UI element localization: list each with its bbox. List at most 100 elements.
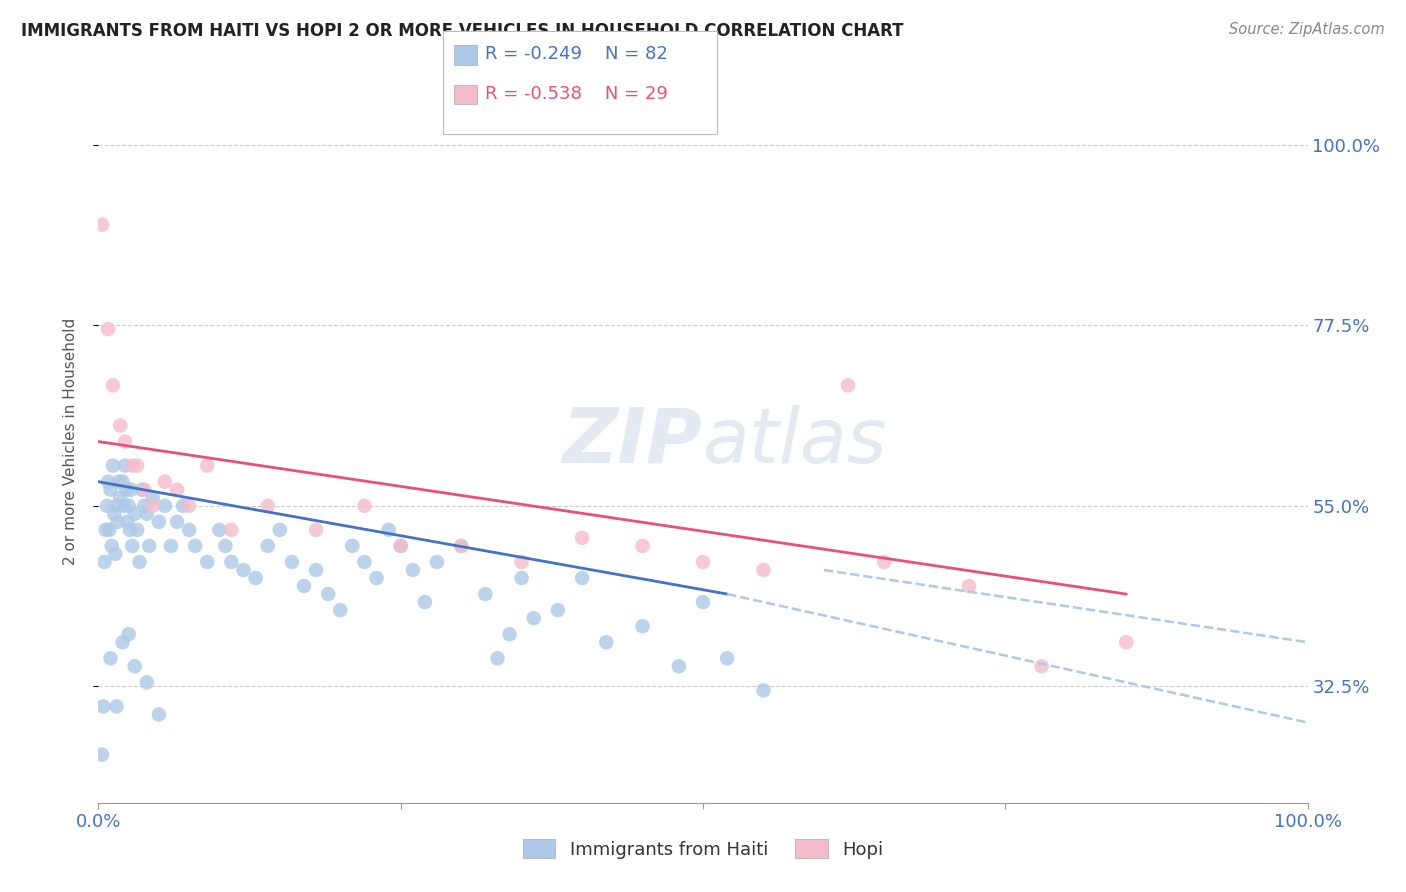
Point: [316, 587, 339, 601]
Point: [91, 699, 114, 714]
Point: [128, 555, 150, 569]
Text: atlas: atlas: [703, 405, 887, 478]
Point: [245, 571, 267, 585]
Point: [668, 659, 690, 673]
Point: [120, 483, 142, 497]
Point: [108, 491, 131, 505]
Point: [413, 595, 436, 609]
Point: [692, 555, 714, 569]
Point: [111, 635, 134, 649]
Point: [153, 499, 176, 513]
Point: [160, 539, 183, 553]
Point: [366, 571, 388, 585]
Point: [127, 458, 149, 473]
Point: [571, 531, 593, 545]
Point: [510, 555, 533, 569]
Point: [195, 458, 218, 473]
Point: [1031, 659, 1053, 673]
Point: [118, 499, 141, 513]
Point: [96, 499, 118, 513]
Point: [131, 483, 153, 497]
Point: [114, 458, 136, 473]
Point: [179, 523, 201, 537]
Point: [166, 483, 188, 497]
Point: [523, 611, 546, 625]
Y-axis label: 2 or more Vehicles in Household: 2 or more Vehicles in Household: [63, 318, 77, 566]
Point: [389, 539, 412, 553]
Point: [281, 555, 304, 569]
Point: [115, 483, 138, 497]
Point: [103, 507, 125, 521]
Point: [142, 491, 165, 505]
Text: IMMIGRANTS FROM HAITI VS HOPI 2 OR MORE VEHICLES IN HOUSEHOLD CORRELATION CHART: IMMIGRANTS FROM HAITI VS HOPI 2 OR MORE …: [21, 22, 904, 40]
Point: [153, 475, 176, 489]
Point: [498, 627, 520, 641]
Point: [101, 378, 124, 392]
Point: [184, 539, 207, 553]
Text: R = -0.249    N = 82: R = -0.249 N = 82: [485, 45, 668, 63]
Point: [100, 651, 122, 665]
Point: [134, 483, 156, 497]
Point: [114, 434, 136, 449]
Point: [305, 563, 328, 577]
Text: Source: ZipAtlas.com: Source: ZipAtlas.com: [1229, 22, 1385, 37]
Point: [148, 515, 170, 529]
Point: [377, 523, 399, 537]
Point: [138, 539, 160, 553]
Point: [474, 587, 496, 601]
Point: [91, 747, 114, 762]
Point: [631, 619, 654, 633]
Point: [121, 458, 143, 473]
Point: [100, 483, 122, 497]
Point: [104, 547, 127, 561]
Point: [105, 699, 128, 714]
Point: [269, 523, 291, 537]
Point: [342, 539, 364, 553]
Point: [107, 515, 129, 529]
Point: [135, 507, 157, 521]
Point: [450, 539, 472, 553]
Point: [97, 322, 120, 336]
Point: [179, 499, 201, 513]
Point: [117, 515, 139, 529]
Point: [124, 659, 146, 673]
Point: [305, 523, 328, 537]
Point: [135, 675, 157, 690]
Text: R = -0.538    N = 29: R = -0.538 N = 29: [485, 85, 668, 103]
Point: [214, 539, 236, 553]
Point: [94, 523, 117, 537]
Point: [93, 555, 115, 569]
Point: [547, 603, 569, 617]
Point: [256, 539, 278, 553]
Point: [91, 218, 114, 232]
Text: ZIP: ZIP: [564, 405, 703, 478]
Point: [389, 539, 412, 553]
Point: [353, 499, 375, 513]
Point: [127, 523, 149, 537]
Point: [486, 651, 509, 665]
Point: [142, 499, 165, 513]
Point: [752, 563, 775, 577]
Point: [692, 595, 714, 609]
Point: [148, 707, 170, 722]
Point: [134, 499, 156, 513]
Legend: Immigrants from Haiti, Hopi: Immigrants from Haiti, Hopi: [516, 832, 890, 866]
Point: [166, 515, 188, 529]
Point: [716, 651, 738, 665]
Point: [232, 563, 254, 577]
Point: [195, 555, 218, 569]
Point: [118, 523, 141, 537]
Point: [97, 475, 120, 489]
Point: [124, 507, 146, 521]
Point: [873, 555, 896, 569]
Point: [402, 563, 425, 577]
Point: [100, 539, 122, 553]
Point: [957, 579, 980, 593]
Point: [1115, 635, 1137, 649]
Point: [571, 571, 593, 585]
Point: [98, 523, 121, 537]
Point: [221, 523, 243, 537]
Point: [752, 683, 775, 698]
Point: [631, 539, 654, 553]
Point: [595, 635, 617, 649]
